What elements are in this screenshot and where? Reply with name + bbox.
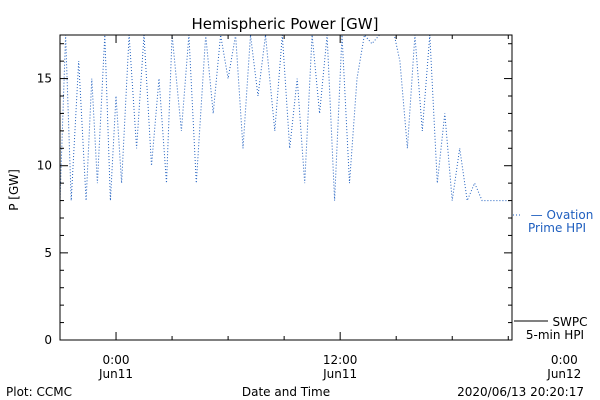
axes-layer: 0510150:00Jun1112:00Jun110:00Jun1212:00J… — [37, 34, 581, 381]
y-tick-label: 10 — [37, 159, 52, 173]
x-tick-time: 0:00 — [103, 353, 130, 367]
y-tick-label: 0 — [44, 333, 52, 347]
footer-right: 2020/06/13 20:20:17 — [457, 385, 584, 399]
legend-swpc-line2: 5-min HPI — [526, 328, 584, 342]
x-tick-date: Jun12 — [546, 367, 581, 381]
y-tick-label: 15 — [37, 72, 52, 86]
legend-ovation-line2: Prime HPI — [528, 221, 586, 235]
legend-swpc-line1: SWPC — [552, 315, 587, 329]
plot-frame — [59, 34, 513, 341]
x-tick-time: 12:00 — [323, 353, 358, 367]
y-axis-label: P [GW] — [7, 169, 21, 211]
x-tick-time: 0:00 — [551, 353, 578, 367]
x-axis-label: Date and Time — [242, 385, 330, 399]
footer-left: Plot: CCMC — [6, 385, 72, 399]
series-layer — [60, 35, 512, 203]
y-tick-label: 5 — [44, 246, 52, 260]
legend-ovation-line1: — Ovation — [531, 208, 594, 222]
x-tick-date: Jun11 — [322, 367, 357, 381]
chart-title: Hemispheric Power [GW] — [192, 15, 379, 33]
x-tick-date: Jun11 — [98, 367, 133, 381]
series-line-ovation — [60, 35, 512, 203]
